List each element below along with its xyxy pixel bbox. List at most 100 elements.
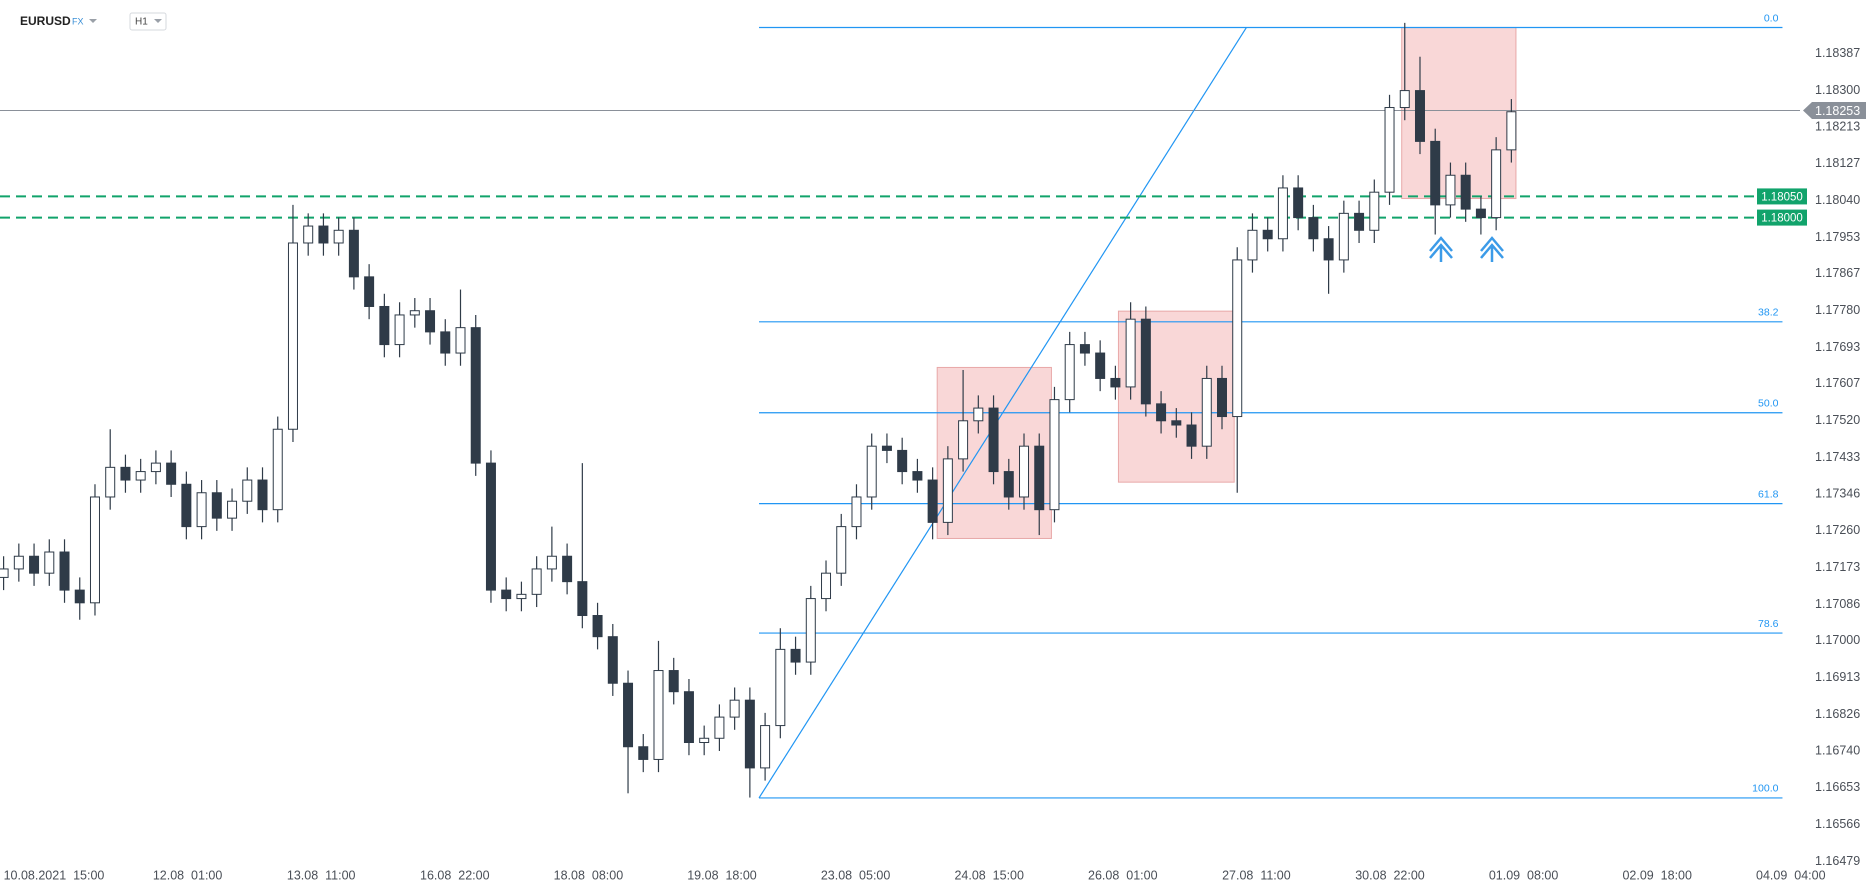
timeframe-select[interactable] [129, 12, 167, 31]
candle-body [1323, 238, 1334, 261]
y-tick-label: 1.17346 [1815, 487, 1860, 501]
candle-body [607, 636, 618, 684]
fib-label: 0.0 [1764, 12, 1779, 24]
signal-arrows [1429, 236, 1504, 262]
zone [1117, 310, 1235, 483]
candle-body [196, 492, 207, 528]
candle-body [89, 496, 100, 604]
candle-body [531, 568, 542, 595]
candle-body [714, 716, 725, 739]
candle-body [1430, 140, 1441, 206]
candle-body [333, 229, 344, 244]
candle-body [0, 568, 9, 578]
candle-body [546, 555, 557, 570]
y-tick-label: 1.17867 [1815, 266, 1860, 280]
candle-body [1445, 174, 1456, 206]
candle-body [181, 483, 192, 528]
candle-body [455, 327, 466, 354]
y-tick-label: 1.18300 [1815, 83, 1860, 97]
y-tick-label: 1.18213 [1815, 120, 1860, 134]
y-tick-label: 1.18387 [1815, 46, 1860, 60]
candle-body [1110, 377, 1121, 388]
y-tick-label: 1.17953 [1815, 230, 1860, 244]
candle-body [927, 479, 938, 523]
candle-body [303, 225, 314, 244]
candle-body [912, 471, 923, 481]
candle-body [699, 737, 710, 744]
candle-body [1293, 187, 1304, 219]
timeframe-caret[interactable] [154, 19, 162, 23]
candle-body [775, 648, 786, 727]
candle-body [485, 462, 496, 591]
candle-body [440, 331, 451, 354]
candle-body [1277, 187, 1288, 240]
x-tick-label: 02.09 18:00 [1622, 868, 1692, 882]
candle-body [1171, 420, 1182, 426]
candle-body [425, 310, 436, 333]
current-price-label: 1.18253 [1815, 104, 1860, 118]
candle-body [653, 670, 664, 760]
candle-body [881, 445, 892, 451]
candle-body [668, 670, 679, 693]
candle-body [257, 479, 268, 511]
y-tick-label: 1.16566 [1815, 817, 1860, 831]
support-level-label: 1.18050 [1761, 191, 1803, 203]
plot-area [0, 22, 1800, 799]
y-tick-label: 1.16479 [1815, 854, 1860, 868]
candle-body [1475, 208, 1486, 219]
x-tick-label: 26.08 01:00 [1088, 868, 1158, 882]
candle-body [394, 314, 405, 346]
candle-body [1384, 107, 1395, 193]
x-tick-label: 13.08 11:00 [287, 868, 356, 882]
candle-body [120, 466, 131, 481]
candle-body [516, 593, 527, 600]
candle-body [44, 551, 55, 574]
candle-body [409, 310, 420, 316]
timeframe[interactable]: H1 [135, 17, 148, 28]
y-tick-label: 1.17693 [1815, 340, 1860, 354]
candle-body [623, 682, 634, 748]
x-tick-label: 27.08 11:00 [1222, 868, 1291, 882]
candle-body [348, 229, 359, 278]
candle-body [1003, 471, 1014, 498]
candle-body [760, 725, 771, 769]
fib-label: 38.2 [1758, 307, 1779, 319]
y-tick-label: 1.17086 [1815, 597, 1860, 611]
candle-body [592, 615, 603, 638]
candle-body [1079, 344, 1090, 354]
candle-body [744, 699, 755, 769]
fib-label: 50.0 [1758, 398, 1779, 410]
candle-body [577, 581, 588, 617]
candle-body [1262, 229, 1273, 240]
market-caret[interactable] [89, 19, 97, 23]
candle-body [790, 648, 801, 663]
candle-body [227, 500, 238, 519]
y-tick-label: 1.16913 [1815, 670, 1860, 684]
symbol[interactable]: EURUSD [20, 14, 71, 28]
x-tick-label: 23.08 05:00 [821, 868, 891, 882]
candle-body [958, 420, 969, 460]
candle-body [1125, 318, 1136, 388]
candle-body [1338, 212, 1349, 261]
candle-body [1247, 229, 1258, 261]
candle-body [1232, 259, 1243, 418]
support-level-tag [1757, 188, 1807, 205]
candle-body [150, 462, 161, 473]
candle-body [638, 746, 649, 760]
toolbar: EURUSD FX H1 [20, 12, 167, 31]
candle-body [105, 466, 116, 498]
candle-body [836, 526, 847, 574]
support-level-tag [1757, 209, 1807, 226]
candle-body [1186, 424, 1197, 447]
candle-body [13, 555, 24, 570]
candle-body [1156, 403, 1167, 422]
y-tick-label: 1.18040 [1815, 193, 1860, 207]
x-tick-label: 12.08 01:00 [153, 868, 223, 882]
candle-body [821, 572, 832, 600]
candle-body [1019, 445, 1030, 498]
y-tick-label: 1.17000 [1815, 633, 1860, 647]
candle-body [1506, 111, 1517, 151]
y-tick-label: 1.17520 [1815, 413, 1860, 427]
x-tick-label: 04.09 04:00 [1756, 868, 1826, 882]
